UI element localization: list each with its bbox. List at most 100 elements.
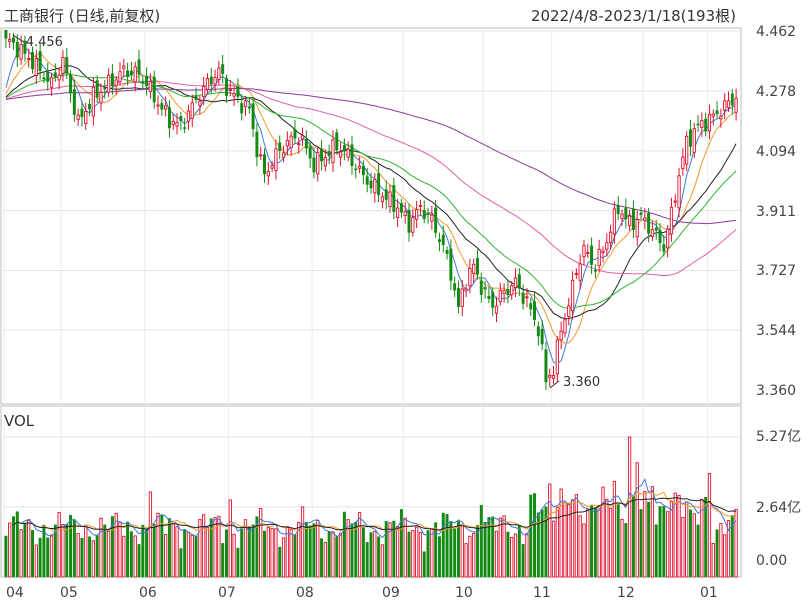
volume-bar	[61, 523, 65, 578]
candle-body	[263, 154, 266, 175]
candle-body	[312, 157, 316, 173]
candle-body	[620, 213, 624, 219]
volume-bar	[723, 534, 727, 578]
volume-bar	[395, 526, 400, 578]
candle-body	[726, 100, 731, 108]
volume-bar	[99, 517, 103, 578]
candle-body	[95, 80, 99, 98]
volume-bar	[243, 519, 248, 578]
volume-bar	[521, 544, 525, 578]
volume-bar	[434, 522, 438, 578]
volume-bar	[129, 531, 133, 578]
volume-bar	[72, 519, 76, 578]
volume-bar	[377, 536, 381, 578]
candle-body	[240, 103, 244, 114]
candle-body	[563, 319, 567, 334]
volume-bar	[647, 501, 651, 578]
volume-bar	[38, 537, 42, 578]
volume-bar	[570, 499, 575, 578]
candle-body	[156, 104, 160, 107]
candle-body	[616, 205, 620, 214]
candle-body	[559, 330, 563, 341]
volume-bar	[650, 486, 655, 578]
volume-bar	[517, 525, 521, 578]
candle-body	[551, 375, 556, 380]
y-tick-label: 3.911	[756, 204, 796, 220]
volume-bar	[103, 524, 107, 578]
candle-body	[673, 200, 677, 203]
volume-bar	[510, 536, 514, 578]
volume-bar	[726, 520, 731, 578]
volume-bar	[209, 518, 213, 578]
volume-bar	[270, 527, 274, 578]
candle-body	[110, 73, 114, 87]
x-tick-label: 06	[139, 585, 157, 601]
candle-body	[34, 58, 38, 77]
candle-body	[91, 86, 96, 117]
volume-bar	[704, 496, 708, 578]
candle-body	[106, 74, 111, 93]
volume-bar	[133, 535, 137, 578]
candle-body	[411, 216, 415, 233]
volume-bar	[540, 509, 544, 578]
candle-body	[209, 76, 213, 85]
volume-bar	[57, 512, 61, 578]
volume-bar	[202, 514, 206, 578]
candle-body	[593, 270, 597, 272]
volume-bar	[601, 486, 605, 578]
volume-bar	[205, 527, 210, 578]
candle-body	[145, 75, 149, 87]
volume-bar	[190, 534, 194, 578]
candle-body	[711, 113, 715, 117]
volume-bar	[23, 523, 27, 578]
volume-bar	[8, 522, 12, 578]
x-axis: 04 05 06 07 08 09 10 11 12 01	[6, 585, 718, 601]
x-tick-label: 10	[455, 585, 473, 601]
candle-body	[456, 288, 460, 307]
volume-bar	[669, 501, 674, 578]
candle-body	[285, 140, 289, 147]
candle-body	[190, 102, 194, 119]
candle-body	[88, 103, 92, 110]
volume-bar	[544, 506, 548, 578]
volume-bar	[300, 506, 305, 578]
candle-body	[243, 100, 248, 107]
candle-body	[270, 165, 274, 169]
candle-body	[152, 76, 156, 103]
volume-bar	[513, 533, 518, 578]
volume-bar	[445, 514, 449, 578]
volume-bar	[228, 499, 232, 578]
volume-bar	[338, 532, 343, 578]
volume-bar	[225, 529, 228, 578]
volume-bar	[456, 521, 460, 578]
candle-body	[688, 129, 692, 147]
volume-bar	[34, 544, 38, 578]
volume-bar	[536, 512, 540, 578]
candle-body	[441, 234, 445, 245]
candle-body	[278, 142, 282, 151]
volume-bar	[186, 531, 191, 578]
volume-bar	[263, 530, 266, 578]
volume-bar	[232, 533, 236, 578]
candle-body	[122, 65, 126, 69]
volume-bar	[643, 491, 647, 578]
volume-bar	[114, 512, 118, 578]
candle-body	[468, 268, 472, 286]
volume-bar	[525, 533, 529, 578]
volume-bar	[251, 524, 255, 578]
candle-body	[730, 93, 734, 106]
candle-body	[525, 296, 529, 299]
volume-bar	[399, 509, 403, 578]
candle-body	[407, 209, 411, 233]
candle-body	[247, 106, 251, 109]
candle-body	[221, 64, 225, 74]
price-panel-frame	[0, 27, 742, 405]
x-tick-label: 12	[617, 585, 635, 601]
candle-body	[118, 71, 122, 83]
volume-bar	[430, 528, 434, 578]
volume-bar	[342, 511, 346, 578]
candle-body	[232, 93, 236, 97]
candle-body	[498, 289, 502, 302]
candle-body	[369, 180, 373, 189]
candle-body	[533, 301, 537, 320]
